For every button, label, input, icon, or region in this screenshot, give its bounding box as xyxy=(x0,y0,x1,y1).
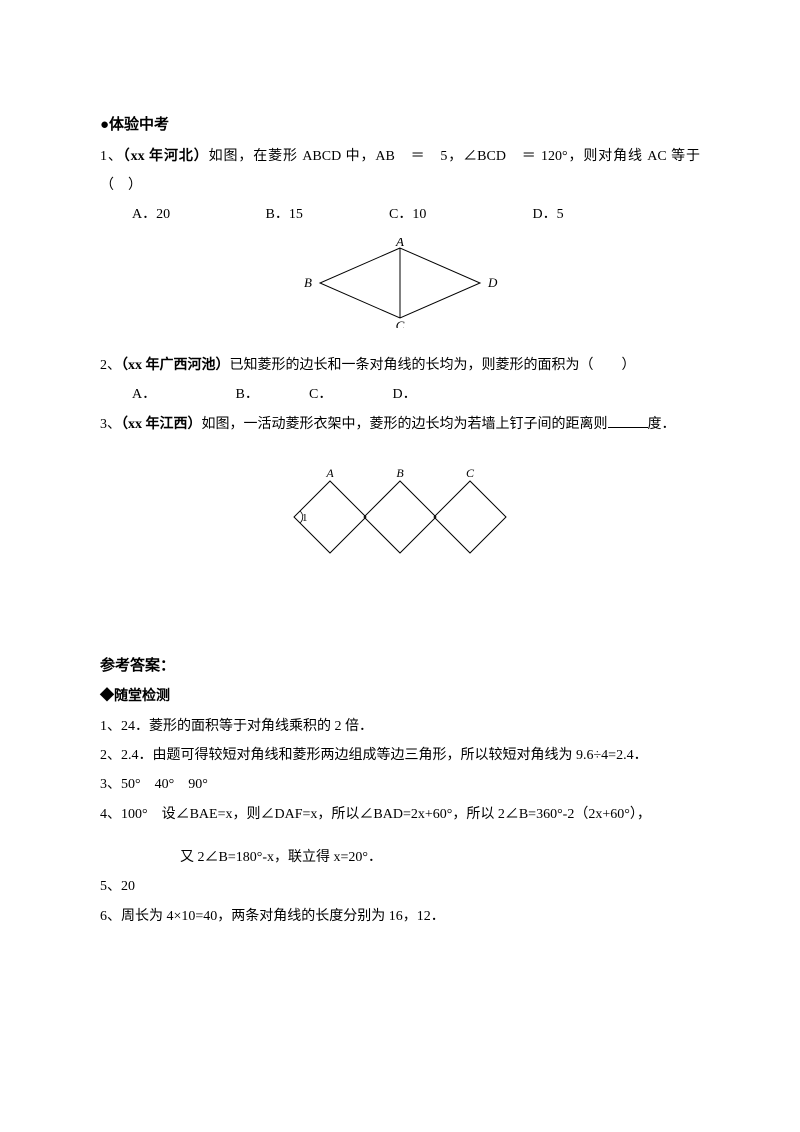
svg-text:A: A xyxy=(395,238,404,249)
answer-6: 6、周长为 4×10=40，两条对角线的长度分别为 16，12． xyxy=(100,902,700,931)
svg-text:C: C xyxy=(396,318,405,328)
spacer xyxy=(100,829,700,843)
answer-5: 5、20 xyxy=(100,872,700,901)
answer-2: 2、2.4．由题可得较短对角线和菱形两边组成等边三角形，所以较短对角线为 9.6… xyxy=(100,741,700,770)
question-3: 3、（xx 年江西）如图，一活动菱形衣架中，菱形的边长均为若墙上钉子间的距离则 度… xyxy=(100,410,700,439)
q1-opt-d: D．5 xyxy=(533,200,613,229)
figure-three-rhombus: A B C 1 xyxy=(100,469,700,570)
q3-prefix: 3、 xyxy=(100,417,121,432)
question-2: 2、（xx 年广西河池）已知菱形的边长和一条对角线的长均为，则菱形的面积为（ ） xyxy=(100,351,700,380)
q2-opt-b: B． xyxy=(236,380,306,409)
q3-text-before: 如图，一活动菱形衣架中，菱形的边长均为若墙上钉子间的距离则 xyxy=(202,417,608,432)
section-title: ●体验中考 xyxy=(100,110,700,142)
q2-source: （xx 年广西河池） xyxy=(121,358,230,373)
q3-source: （xx 年江西） xyxy=(121,417,202,432)
answer-4a: 4、100° 设∠BAE=x，则∠DAF=x，所以∠BAD=2x+60°，所以 … xyxy=(100,800,700,829)
q1-opt-c: C．10 xyxy=(389,200,529,229)
rhombus-svg: A B C D xyxy=(300,238,500,328)
answers-subtitle: ◆随堂检测 xyxy=(100,682,700,711)
answer-1: 1、24．菱形的面积等于对角线乘积的 2 倍． xyxy=(100,712,700,741)
q2-opt-d: D． xyxy=(393,380,453,409)
svg-text:B: B xyxy=(396,469,404,480)
q2-prefix: 2、 xyxy=(100,358,121,373)
q2-text: 已知菱形的边长和一条对角线的长均为，则菱形的面积为（ ） xyxy=(230,358,636,373)
answers-title: 参考答案： xyxy=(100,651,700,683)
three-rhombus-svg: A B C 1 xyxy=(280,469,520,559)
question-1: 1、（xx 年河北）如图，在菱形 ABCD 中，AB ＝ 5，∠BCD ＝ 12… xyxy=(100,142,700,201)
q1-opt-b: B．15 xyxy=(266,200,386,229)
svg-text:B: B xyxy=(304,275,312,290)
q1-source: （xx 年河北） xyxy=(123,149,209,164)
q2-opt-c: C． xyxy=(309,380,389,409)
answer-4b: 又 2∠B=180°-x，联立得 x=20°． xyxy=(100,843,700,872)
figure-rhombus: A B C D xyxy=(100,238,700,339)
q1-opt-a: A．20 xyxy=(132,200,262,229)
q1-options: A．20 B．15 C．10 D．5 xyxy=(100,200,700,229)
q2-opt-a: A． xyxy=(132,380,232,409)
blank-fill xyxy=(608,414,648,428)
q2-options: A． B． C． D． xyxy=(100,380,700,409)
svg-text:D: D xyxy=(487,275,498,290)
answer-3: 3、50° 40° 90° xyxy=(100,770,700,799)
q3-text-after: 度． xyxy=(648,417,676,432)
svg-text:1: 1 xyxy=(302,512,308,524)
svg-text:C: C xyxy=(466,469,475,480)
svg-text:A: A xyxy=(325,469,334,480)
q1-prefix: 1、 xyxy=(100,149,123,164)
